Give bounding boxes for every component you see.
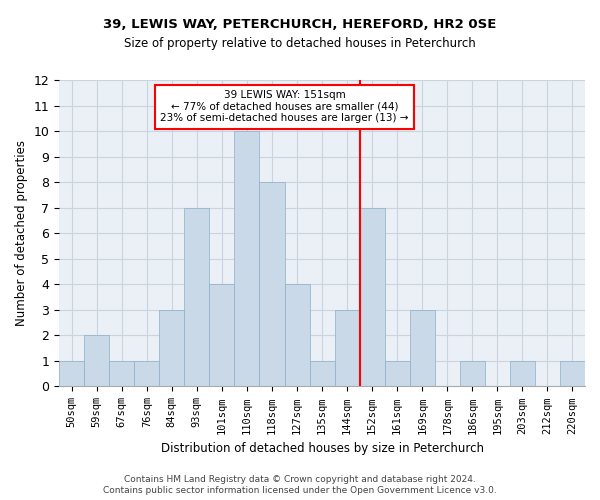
Bar xyxy=(160,310,184,386)
Bar xyxy=(385,361,410,386)
Bar xyxy=(134,361,160,386)
Text: Size of property relative to detached houses in Peterchurch: Size of property relative to detached ho… xyxy=(124,38,476,51)
Bar xyxy=(410,310,435,386)
Bar xyxy=(460,361,485,386)
Bar xyxy=(84,336,109,386)
Text: Contains HM Land Registry data © Crown copyright and database right 2024.: Contains HM Land Registry data © Crown c… xyxy=(124,475,476,484)
Text: 39, LEWIS WAY, PETERCHURCH, HEREFORD, HR2 0SE: 39, LEWIS WAY, PETERCHURCH, HEREFORD, HR… xyxy=(103,18,497,30)
Text: Contains public sector information licensed under the Open Government Licence v3: Contains public sector information licen… xyxy=(103,486,497,495)
Bar xyxy=(209,284,235,386)
X-axis label: Distribution of detached houses by size in Peterchurch: Distribution of detached houses by size … xyxy=(161,442,484,455)
Bar xyxy=(59,361,84,386)
Bar xyxy=(284,284,310,386)
Bar xyxy=(335,310,359,386)
Bar xyxy=(310,361,335,386)
Bar xyxy=(510,361,535,386)
Text: 39 LEWIS WAY: 151sqm
← 77% of detached houses are smaller (44)
23% of semi-detac: 39 LEWIS WAY: 151sqm ← 77% of detached h… xyxy=(160,90,409,124)
Bar xyxy=(259,182,284,386)
Y-axis label: Number of detached properties: Number of detached properties xyxy=(15,140,28,326)
Bar xyxy=(184,208,209,386)
Bar xyxy=(235,131,259,386)
Bar xyxy=(560,361,585,386)
Bar xyxy=(109,361,134,386)
Bar xyxy=(359,208,385,386)
